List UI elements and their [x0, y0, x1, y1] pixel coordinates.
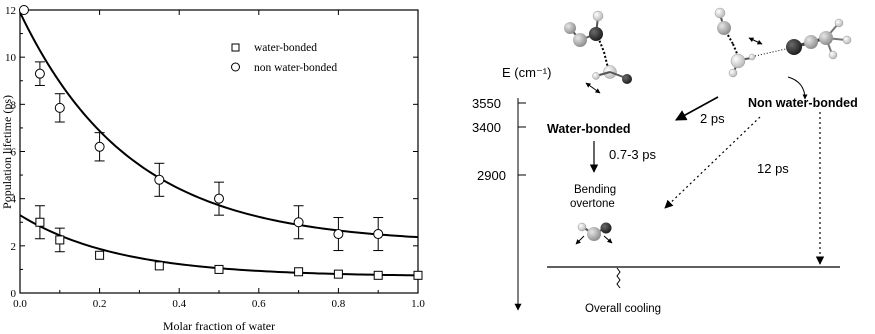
data-point-water-bonded — [35, 217, 45, 227]
y-tick-label: 4 — [11, 194, 17, 206]
y-tick-label: 2 — [11, 241, 17, 253]
x-axis-ticks: 0.0 0.2 0.4 0.6 0.8 1.0 — [13, 10, 425, 310]
legend-marker-water-bonded — [231, 43, 240, 52]
error-bars — [34, 61, 384, 253]
y-axis-ticks: 0 2 4 6 8 10 12 — [5, 5, 418, 300]
energy-axis-label: E (cm⁻¹) — [502, 65, 551, 80]
legend-marker-non-water-bonded — [231, 62, 240, 72]
y-tick-label: 8 — [11, 99, 17, 111]
y-tick-label: 0 — [11, 288, 17, 300]
arrow-to-bending — [664, 116, 761, 209]
bending-label-line1: Bending — [574, 184, 616, 196]
legend-label-water-bonded: water-bonded — [254, 42, 317, 54]
cooling-squiggle — [616, 267, 621, 289]
x-axis-label: Molar fraction of water — [163, 319, 275, 333]
level-label-2900: 2900 — [477, 168, 506, 183]
rate-07-3ps: 0.7-3 ps — [609, 147, 656, 162]
data-point-water-bonded — [373, 270, 383, 280]
rate-12ps: 12 ps — [757, 161, 789, 176]
non-water-bonded-molecule-illustration — [714, 7, 852, 78]
data-point-non-water-bonded — [373, 229, 384, 240]
data-point-non-water-bonded — [333, 229, 344, 240]
overall-cooling-label: Overall cooling — [585, 303, 661, 315]
x-tick-label: 0.2 — [93, 298, 107, 310]
legend: water-bonded non water-bonded — [231, 42, 337, 74]
x-tick-label: 0.6 — [252, 298, 266, 310]
data-point-water-bonded — [95, 250, 105, 260]
data-point-non-water-bonded — [94, 141, 105, 152]
y-tick-label: 6 — [11, 147, 17, 159]
plot-frame — [19, 9, 419, 294]
x-tick-label: 0.4 — [172, 298, 186, 310]
bending-overtone-molecule-illustration — [575, 222, 613, 245]
non-water-bonded-label: Non water-bonded — [748, 96, 858, 110]
lifetime-chart: 0.0 0.2 0.4 0.6 0.8 1.0 0 2 4 6 8 10 12 Molar fract… — [0, 5, 425, 333]
bending-label-line2: overtone — [570, 198, 615, 210]
y-tick-label: 10 — [5, 52, 17, 64]
x-tick-label: 0.8 — [332, 298, 346, 310]
level-label-3400: 3400 — [472, 120, 501, 135]
y-axis-label: Population lifetime (ps) — [0, 95, 14, 209]
rate-2ps: 2 ps — [700, 111, 725, 126]
y-tick-label: 12 — [5, 5, 16, 17]
x-tick-label: 0.0 — [13, 298, 27, 310]
level-label-3550: 3550 — [472, 96, 501, 111]
arrow-2ps — [675, 96, 719, 121]
data-point-water-bonded — [333, 269, 343, 279]
fit-curves — [19, 11, 419, 277]
data-point-non-water-bonded — [214, 193, 224, 204]
data-point-non-water-bonded — [34, 68, 45, 79]
data-points — [18, 5, 423, 280]
data-point-water-bonded — [294, 267, 304, 277]
data-point-non-water-bonded — [18, 5, 29, 15]
data-point-non-water-bonded — [54, 102, 65, 113]
data-point-water-bonded — [55, 235, 65, 245]
curved-arrow — [787, 76, 808, 100]
data-point-water-bonded — [214, 264, 224, 274]
data-point-water-bonded — [154, 261, 164, 271]
data-point-non-water-bonded — [154, 174, 165, 185]
water-bonded-label: Water-bonded — [547, 122, 631, 136]
legend-label-non-water-bonded: non water-bonded — [254, 62, 337, 74]
x-tick-label: 1.0 — [411, 298, 425, 310]
data-point-non-water-bonded — [293, 217, 304, 228]
energy-diagram: E (cm⁻¹) 3550 3400 2900 Water-bonded Non… — [472, 7, 858, 315]
water-bonded-molecule-illustration — [564, 10, 632, 94]
data-point-water-bonded — [413, 270, 423, 280]
